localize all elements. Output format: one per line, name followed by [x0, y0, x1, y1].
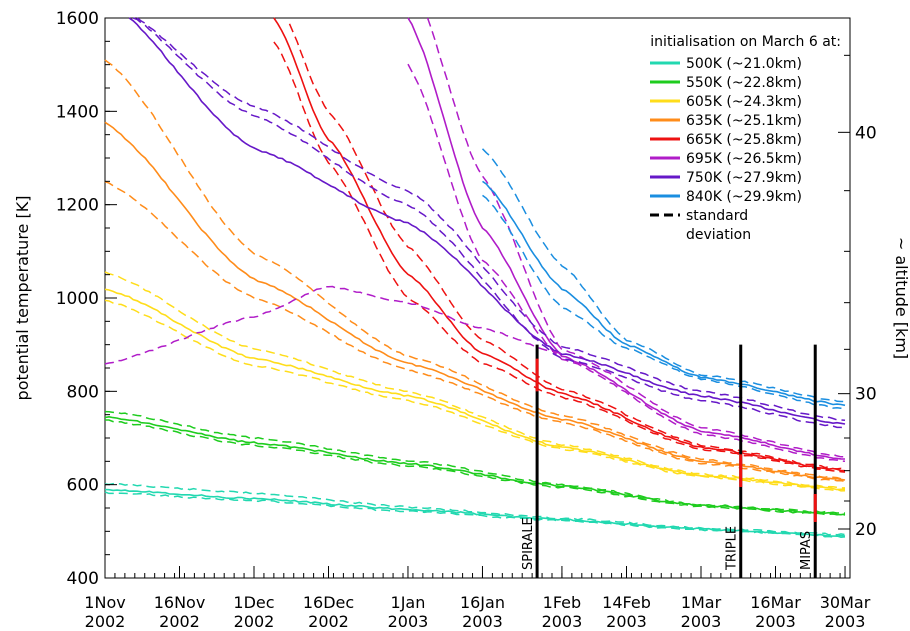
legend-entry: 500K (~21.0km) — [650, 56, 802, 72]
mean-line — [104, 488, 846, 538]
axis-layer: 40060080010001200140016002030401Nov20021… — [56, 9, 877, 631]
legend-std-label-1: standard — [686, 208, 748, 224]
series-500k — [104, 482, 846, 539]
std-upper-line — [104, 59, 846, 480]
series-750k — [128, 17, 846, 429]
y2-tick-label: 20 — [855, 520, 877, 540]
legend-label: 605K (~24.3km) — [686, 94, 802, 110]
std-lower-line — [482, 194, 846, 410]
mean-line — [104, 288, 845, 491]
series-635k — [104, 59, 846, 483]
mean-line — [128, 17, 846, 425]
extra-std-curve — [104, 285, 563, 365]
legend-label: 500K (~21.0km) — [686, 56, 802, 72]
x-tick-year: 2003 — [462, 612, 503, 631]
legend-label: 750K (~27.9km) — [686, 170, 802, 186]
legend-entry: 550K (~22.8km) — [650, 75, 802, 91]
std-lower-line — [104, 180, 846, 483]
campaign-layer: SPIRALE TRIPLE MIPAS — [521, 344, 817, 578]
std-upper-line — [104, 271, 845, 489]
x-tick-label: 1Jan — [391, 593, 426, 612]
y-axis-label: potential temperature [K] — [13, 196, 32, 401]
mean-line — [104, 415, 846, 516]
x-tick-label: 16Mar — [750, 593, 801, 612]
y-tick-label: 1400 — [56, 102, 99, 122]
x-tick-label: 1Dec — [233, 593, 274, 612]
campaign-triple: TRIPLE — [725, 344, 743, 578]
campaign-label: MIPAS — [799, 531, 814, 570]
series-840k — [481, 148, 846, 410]
series-550k — [104, 410, 846, 516]
x-tick-year: 2003 — [388, 612, 429, 631]
std-upper-line — [136, 17, 846, 422]
x-tick-label: 16Nov — [154, 593, 206, 612]
series-695k — [407, 17, 846, 463]
series-layer — [104, 17, 846, 539]
x-tick-year: 2003 — [755, 612, 796, 631]
x-tick-label: 1Nov — [84, 593, 125, 612]
legend-entry: 635K (~25.1km) — [650, 113, 802, 129]
y-tick-label: 600 — [67, 476, 99, 496]
x-tick-year: 2003 — [606, 612, 647, 631]
y-tick-label: 400 — [67, 569, 99, 589]
campaign-mipas: MIPAS — [799, 344, 817, 578]
std-upper-line — [426, 17, 846, 458]
y-tick-label: 1200 — [56, 196, 99, 216]
campaign-label: TRIPLE — [725, 526, 740, 571]
y2-tick-label: 40 — [855, 123, 877, 143]
legend-std-label-2: deviation — [686, 227, 751, 243]
x-tick-year: 2003 — [825, 612, 866, 631]
legend-entry: 665K (~25.8km) — [650, 132, 802, 148]
y-tick-label: 1000 — [56, 289, 99, 309]
x-tick-label: 1Feb — [543, 593, 582, 612]
legend-title: initialisation on March 6 at: — [650, 34, 841, 50]
legend-entry: 750K (~27.9km) — [650, 170, 802, 186]
std-lower-line — [407, 63, 846, 463]
x-tick-label: 1Mar — [681, 593, 722, 612]
x-tick-label: 16Jan — [460, 593, 505, 612]
std-upper-line — [288, 23, 846, 471]
legend-entry: 840K (~29.9km) — [650, 189, 802, 205]
legend-label: 840K (~29.9km) — [686, 189, 802, 205]
x-tick-year: 2002 — [85, 612, 126, 631]
x-tick-year: 2002 — [159, 612, 200, 631]
y-tick-label: 1600 — [56, 9, 99, 29]
legend-entry: 605K (~24.3km) — [650, 94, 802, 110]
std-lower-line — [104, 299, 846, 492]
mean-line — [104, 121, 846, 481]
std-lower-line — [132, 17, 846, 429]
std-lower-line — [273, 41, 846, 473]
x-tick-label: 14Feb — [602, 593, 651, 612]
mean-line — [482, 180, 846, 407]
x-tick-year: 2002 — [234, 612, 275, 631]
x-tick-year: 2002 — [308, 612, 349, 631]
legend: initialisation on March 6 at: 500K (~21.… — [650, 34, 841, 243]
x-tick-year: 2003 — [681, 612, 722, 631]
campaign-spirale: SPIRALE — [521, 344, 539, 578]
y-tick-label: 800 — [67, 382, 99, 402]
y2-tick-label: 30 — [855, 385, 877, 405]
series-605k — [104, 271, 846, 492]
legend-label: 635K (~25.1km) — [686, 113, 802, 129]
std-upper-line — [104, 410, 846, 514]
std-upper-line — [481, 148, 846, 403]
std-lower-line — [105, 419, 846, 516]
legend-label: 550K (~22.8km) — [686, 75, 802, 91]
legend-label: 695K (~26.5km) — [686, 151, 802, 167]
x-tick-label: 30Mar — [820, 593, 871, 612]
legend-entry: 695K (~26.5km) — [650, 151, 802, 167]
mean-line — [407, 17, 846, 460]
x-tick-year: 2003 — [542, 612, 583, 631]
legend-label: 665K (~25.8km) — [686, 132, 802, 148]
y2-axis-label: ~ altitude [km] — [892, 237, 910, 359]
campaign-label: SPIRALE — [521, 517, 536, 570]
x-tick-label: 16Dec — [303, 593, 354, 612]
